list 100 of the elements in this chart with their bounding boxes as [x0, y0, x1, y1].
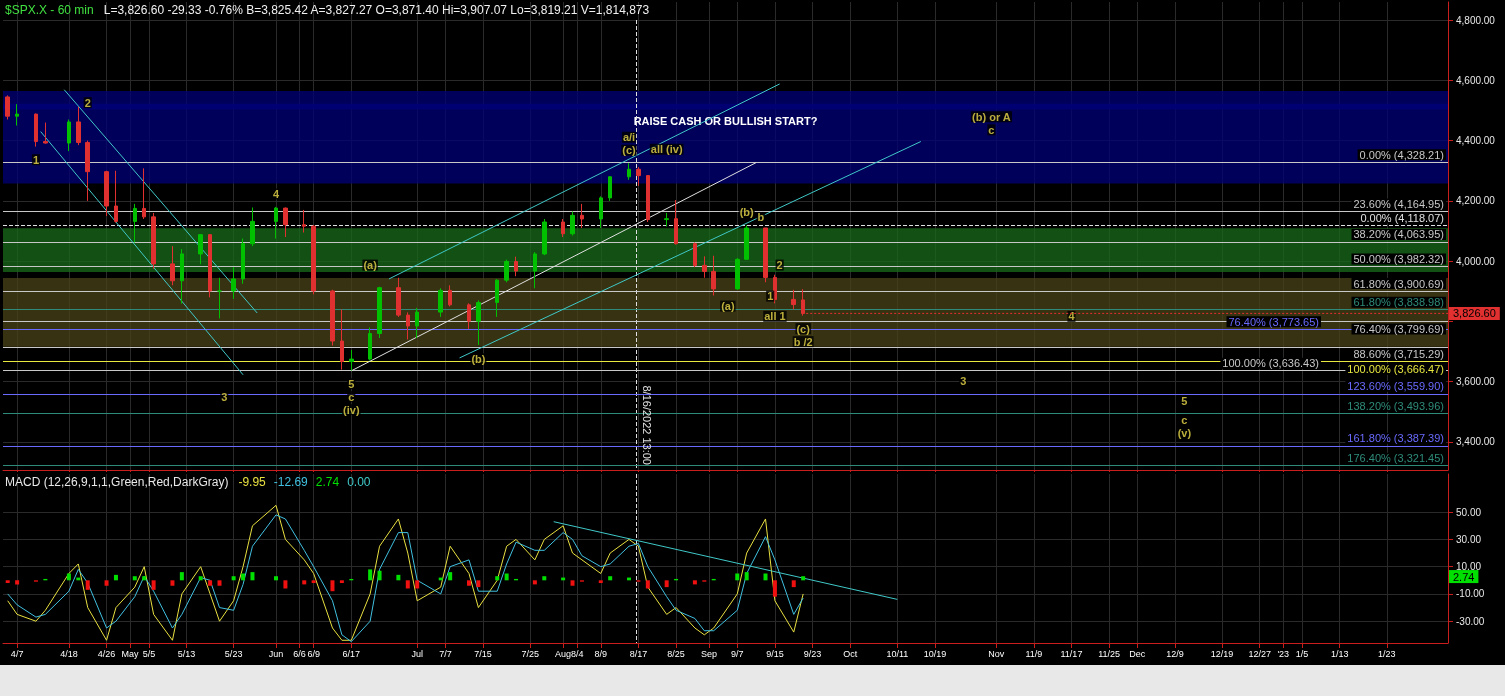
annotation: 2.74: [1453, 570, 1475, 583]
x-tick-label: 1/23: [1378, 648, 1396, 659]
annotation: (b): [471, 352, 486, 365]
y-tick-label: 30.00: [1456, 533, 1482, 545]
x-tick-label: 7/7: [439, 648, 452, 659]
ref-line-label: 76.40% (3,773.65): [1228, 315, 1319, 328]
annotation: 4: [272, 187, 280, 200]
ref-line-label: 38.20% (4,063.95): [1353, 228, 1444, 241]
annotation: (a): [363, 259, 378, 272]
band-label: RAISE CASH OR BULLISH START?: [633, 115, 818, 128]
annotation: (c): [796, 322, 811, 335]
x-tick-label: 12/19: [1210, 648, 1234, 659]
annotation: 3,826.60: [1453, 307, 1496, 320]
x-tick-label: 9/23: [803, 648, 822, 659]
annotation: (a): [721, 300, 735, 313]
x-tick-label: 8/4: [570, 648, 584, 659]
x-tick-label: May: [121, 648, 140, 659]
annotation: a/i: [622, 131, 636, 144]
x-tick-label: Nov: [988, 648, 1005, 659]
x-tick-label: 1/5: [1295, 648, 1309, 659]
x-tick-label: 5/23: [224, 648, 243, 659]
y-tick-label: -10.00: [1456, 588, 1485, 600]
x-tick-label: 11/9: [1025, 648, 1043, 659]
ref-line-label: 76.40% (3,799.69): [1353, 323, 1444, 336]
annotation: -12.69: [273, 475, 309, 489]
ref-line-label: 50.00% (3,982.32): [1353, 252, 1444, 265]
x-tick-label: 9/7: [731, 648, 744, 659]
ref-line-label: 123.60% (3,559.90): [1347, 380, 1444, 393]
y-tick-label: 4,800.00: [1456, 14, 1496, 26]
x-tick-label: Sep: [701, 648, 718, 659]
x-tick-label: 6/9: [307, 648, 320, 659]
x-tick-label: '23: [1277, 648, 1290, 659]
x-tick-label: 8/17: [629, 648, 648, 659]
annotation: 5: [1181, 394, 1188, 407]
x-tick-label: Aug: [555, 648, 572, 659]
annotation: all (iv): [650, 143, 683, 156]
x-tick-label: 6/6: [293, 648, 306, 659]
annotation: (b) or A: [972, 110, 1011, 123]
x-tick-label: 5/5: [142, 648, 156, 659]
x-tick-label: 12/9: [1166, 648, 1184, 659]
annotation: 1: [32, 153, 40, 166]
annotation: (iv): [343, 403, 360, 416]
ref-line-label: 100.00% (3,636.43): [1222, 357, 1319, 370]
x-tick-label: 9/15: [766, 648, 784, 659]
annotation: b: [757, 211, 765, 224]
x-tick-label: 8/25: [667, 648, 685, 659]
chart-title: $SPX.X - 60 min: [5, 3, 94, 17]
annotation: all 1: [764, 310, 786, 323]
ref-line-label: 88.60% (3,715.29): [1353, 348, 1444, 361]
x-tick-label: 4/7: [10, 648, 24, 659]
x-tick-label: 12/27: [1248, 648, 1271, 659]
x-tick-label: 7/15: [474, 648, 492, 659]
annotation: c: [988, 123, 995, 136]
ref-line-label: 100.00% (3,666.47): [1347, 363, 1444, 376]
annotation: c: [348, 390, 355, 403]
annotation: 3: [221, 390, 228, 403]
y-tick-label: 4,200.00: [1456, 195, 1496, 207]
x-tick-label: 10/11: [886, 648, 909, 659]
x-tick-label: 10/19: [923, 648, 947, 659]
y-tick-label: 4,400.00: [1456, 135, 1496, 147]
annotation: 2: [776, 259, 783, 272]
x-tick-label: Oct: [843, 648, 858, 659]
annotation: 2.74: [315, 475, 340, 489]
x-tick-label: 11/17: [1060, 648, 1083, 659]
ref-line-label: 0.00% (4,118.07): [1360, 212, 1444, 225]
annotation: 2: [84, 96, 91, 109]
ref-line-label: 23.60% (4,164.95): [1353, 197, 1444, 210]
y-tick-label: 3,400.00: [1456, 436, 1496, 448]
ref-line-label: 61.80% (3,838.98): [1353, 296, 1444, 309]
annotation: 0.00: [347, 475, 371, 489]
y-tick-label: 3,600.00: [1456, 376, 1496, 388]
annotation: (v): [1177, 426, 1192, 439]
ref-line-label: 61.80% (3,900.69): [1353, 277, 1444, 290]
x-tick-label: 1/13: [1330, 648, 1349, 659]
chart-subtitle: L=3,826.60 -29.33 -0.76% B=3,825.42 A=3,827.27 O=3,871.40 Hi=3,907.07 Lo=3,819.21 V=1,814,873: [103, 3, 650, 17]
annotation: (b): [739, 206, 755, 219]
x-tick-label: 4/18: [60, 648, 78, 659]
x-tick-label: Jun: [268, 648, 284, 659]
y-tick-label: 50.00: [1456, 506, 1482, 518]
chart-title: MACD (12,26,9,1,1,Green,Red,DarkGray): [5, 475, 229, 489]
y-tick-label: 10.00: [1456, 561, 1482, 573]
y-tick-label: 4,600.00: [1456, 74, 1496, 86]
x-tick-label: Jul: [411, 648, 423, 659]
x-tick-label: Dec: [1129, 648, 1146, 659]
ref-line-label: 8/16/2022 13:00: [640, 385, 653, 465]
x-tick-label: 6/17: [342, 648, 361, 659]
y-tick-label: -30.00: [1456, 615, 1485, 627]
x-tick-label: 11/25: [1098, 648, 1121, 659]
annotation: 1: [767, 290, 774, 303]
annotation: 5: [348, 377, 355, 390]
ref-line-label: 0.00% (4,328.21): [1359, 148, 1444, 161]
ref-line-label: 161.80% (3,387.39): [1347, 432, 1444, 445]
x-tick-label: 7/25: [521, 648, 539, 659]
annotation: b /2: [793, 335, 813, 348]
annotation: 3: [960, 374, 967, 387]
x-tick-label: 8/9: [594, 648, 608, 659]
y-tick-label: 4,000.00: [1456, 255, 1496, 267]
annotation: c: [1181, 413, 1188, 426]
ref-line-label: 138.20% (3,493.96): [1347, 400, 1444, 413]
annotation: (c): [622, 144, 637, 157]
